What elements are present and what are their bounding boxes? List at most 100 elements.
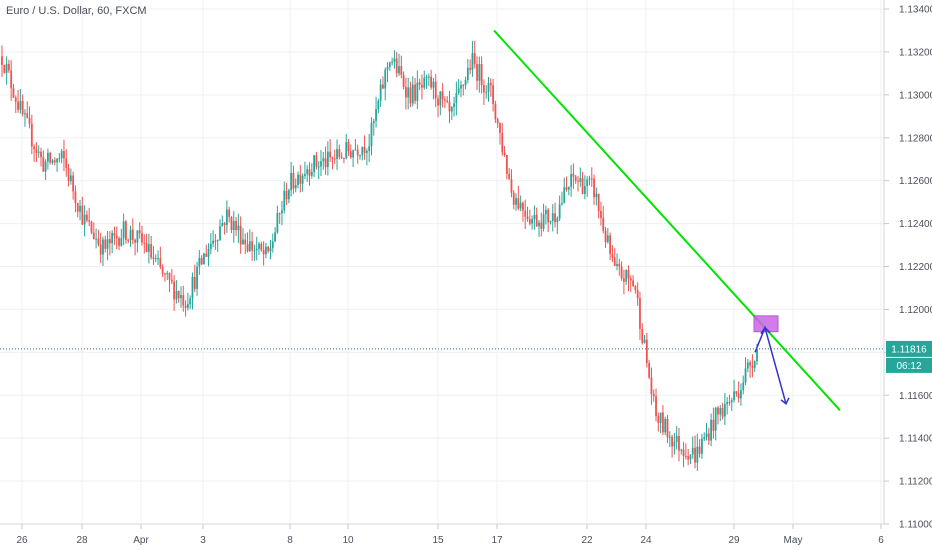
candle: [418, 82, 421, 85]
candle: [269, 248, 272, 252]
arrow-head: [780, 397, 790, 405]
candle: [680, 449, 683, 451]
candle: [480, 64, 483, 86]
candle: [244, 239, 247, 245]
candle: [588, 178, 591, 180]
candle: [544, 209, 547, 215]
candle: [570, 173, 573, 187]
candle: [246, 244, 249, 252]
candle: [186, 304, 189, 308]
candle: [60, 151, 63, 159]
candle: [216, 239, 219, 241]
candle: [120, 238, 123, 246]
candle: [701, 438, 703, 454]
candle: [262, 249, 265, 255]
candle: [99, 244, 102, 255]
candle: [285, 190, 288, 200]
candle: [251, 241, 254, 251]
candle: [131, 229, 134, 240]
candle: [740, 390, 742, 399]
candle: [554, 213, 556, 223]
candle: [58, 158, 61, 160]
candle: [180, 295, 182, 299]
y-tick-label: 1.11600: [899, 391, 932, 402]
candle: [684, 456, 687, 458]
candle: [572, 173, 575, 177]
candle: [253, 250, 256, 252]
candle: [67, 167, 70, 182]
trendline: [493, 29, 841, 411]
candle: [652, 394, 655, 397]
candle: [276, 213, 279, 233]
candle: [400, 66, 403, 75]
candle: [691, 447, 694, 455]
candle: [51, 160, 54, 163]
candle: [154, 258, 157, 260]
candle: [361, 147, 364, 156]
candle: [726, 402, 729, 405]
candle: [574, 176, 577, 181]
candle: [618, 263, 621, 267]
candle: [115, 235, 118, 239]
candle: [306, 169, 309, 175]
candle: [5, 64, 8, 73]
candle: [712, 419, 715, 431]
y-tick-label: 1.11200: [899, 477, 932, 488]
candle: [297, 174, 299, 185]
candle: [489, 82, 492, 86]
candle: [577, 180, 579, 182]
candle: [611, 253, 614, 258]
candle: [287, 190, 290, 200]
candle: [106, 239, 109, 249]
candle: [558, 204, 561, 219]
candle: [512, 192, 515, 205]
candle: [515, 198, 517, 205]
candle: [209, 243, 212, 249]
candle: [671, 436, 673, 447]
candle: [522, 202, 524, 211]
candle: [225, 209, 228, 225]
candle: [315, 155, 318, 167]
candle: [363, 147, 366, 153]
candle: [723, 404, 726, 417]
candle: [200, 257, 203, 265]
candle: [531, 219, 534, 224]
candle: [586, 179, 589, 187]
candle: [338, 149, 341, 157]
candle: [359, 155, 361, 157]
candle: [455, 93, 458, 104]
candle: [622, 278, 625, 282]
y-tick-label: 1.13000: [899, 90, 932, 101]
candle: [125, 221, 127, 241]
candle: [620, 266, 623, 279]
candle: [698, 446, 701, 454]
candle: [526, 216, 529, 220]
y-tick-label: 1.13400: [899, 5, 932, 16]
candle: [159, 258, 162, 267]
x-tick-label: 15: [432, 535, 444, 546]
candle: [535, 214, 538, 227]
candle: [450, 107, 453, 112]
candle: [705, 433, 708, 438]
candle: [551, 213, 554, 221]
candle: [556, 218, 559, 223]
candle: [65, 158, 68, 168]
candle: [308, 169, 311, 176]
candle: [632, 280, 634, 286]
candle: [675, 435, 678, 442]
candle: [528, 219, 531, 224]
candle: [196, 266, 198, 289]
candle: [395, 58, 398, 74]
candle: [753, 361, 756, 368]
candle: [152, 257, 155, 259]
candle: [46, 152, 49, 162]
candle: [12, 88, 15, 98]
candle: [365, 150, 368, 153]
x-tick-label: 26: [16, 535, 28, 546]
candle: [384, 69, 387, 89]
candle: [127, 240, 130, 242]
candle: [549, 220, 552, 223]
candle: [719, 408, 722, 415]
price-axis: 1.13400 1.13200 1.13000 1.12800 1.12600 1.124…: [884, 5, 932, 531]
candle: [28, 117, 31, 124]
